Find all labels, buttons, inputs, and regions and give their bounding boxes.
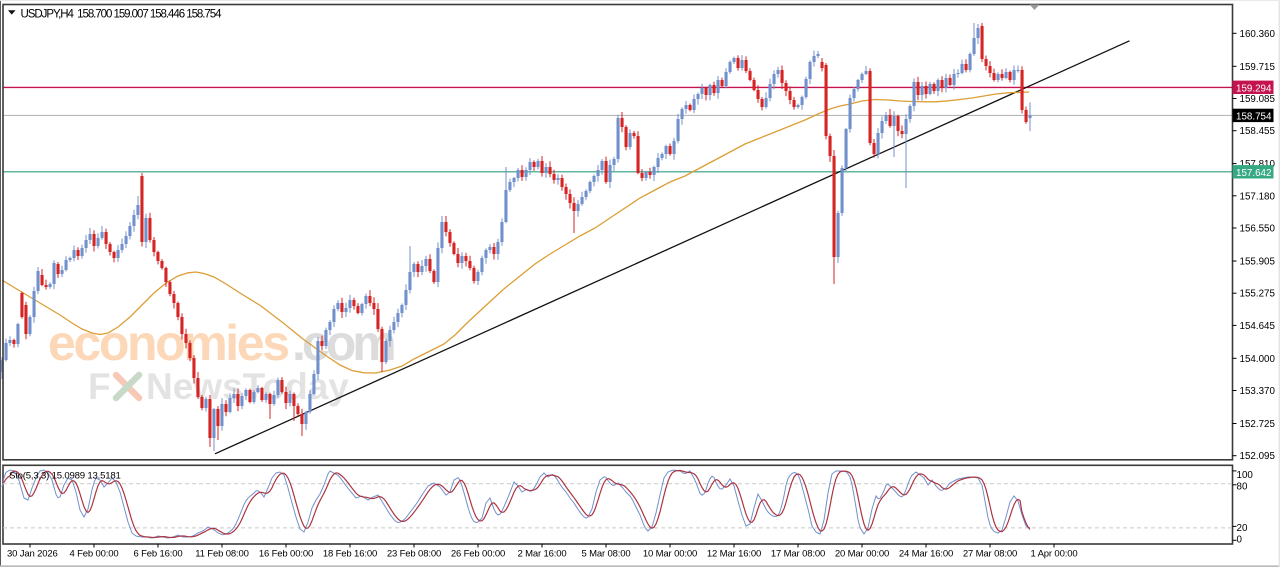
svg-text:30 Jan 2026: 30 Jan 2026: [7, 549, 58, 560]
svg-text:16 Feb 00:00: 16 Feb 00:00: [259, 549, 313, 560]
svg-text:152.725: 152.725: [1240, 419, 1276, 430]
svg-text:152.095: 152.095: [1240, 451, 1276, 462]
svg-text:economies: economies: [48, 315, 288, 371]
svg-text:6 Feb 16:00: 6 Feb 16:00: [133, 549, 182, 560]
svg-text:20: 20: [1237, 523, 1248, 534]
svg-text:159.294: 159.294: [1236, 83, 1272, 94]
svg-text:12 Mar 16:00: 12 Mar 16:00: [707, 549, 761, 560]
svg-text:159.715: 159.715: [1240, 62, 1276, 73]
svg-text:23 Feb 08:00: 23 Feb 08:00: [387, 549, 441, 560]
svg-text:1 Apr 00:00: 1 Apr 00:00: [1031, 549, 1078, 560]
svg-text:USDJPY,H4 158.700 159.007 158: USDJPY,H4 158.700 159.007 158.446 158.75…: [21, 9, 223, 21]
svg-text:159.085: 159.085: [1240, 94, 1276, 105]
svg-text:155.905: 155.905: [1240, 257, 1276, 268]
svg-text:155.275: 155.275: [1240, 289, 1276, 300]
svg-text:158.455: 158.455: [1240, 126, 1276, 137]
svg-text:154.000: 154.000: [1240, 354, 1276, 365]
svg-text:156.550: 156.550: [1240, 224, 1276, 235]
svg-text:2 Mar 16:00: 2 Mar 16:00: [517, 549, 566, 560]
svg-text:Sto(5,3,3) 15.0989 13.5181: Sto(5,3,3) 15.0989 13.5181: [9, 471, 121, 482]
svg-text:26 Feb 00:00: 26 Feb 00:00: [451, 549, 505, 560]
svg-text:24 Mar 16:00: 24 Mar 16:00: [899, 549, 953, 560]
svg-text:160.360: 160.360: [1240, 29, 1276, 40]
svg-text:157.180: 157.180: [1240, 191, 1276, 202]
svg-text:18 Feb 16:00: 18 Feb 16:00: [323, 549, 377, 560]
svg-text:80: 80: [1237, 482, 1248, 493]
svg-text:154.645: 154.645: [1240, 321, 1276, 332]
svg-text:157.642: 157.642: [1236, 168, 1271, 179]
svg-text:158.754: 158.754: [1236, 111, 1272, 122]
svg-text:4 Feb 00:00: 4 Feb 00:00: [69, 549, 118, 560]
svg-text:153.370: 153.370: [1240, 386, 1276, 397]
svg-text:157.810: 157.810: [1240, 159, 1276, 170]
svg-text:17 Mar 08:00: 17 Mar 08:00: [771, 549, 825, 560]
svg-text:100: 100: [1237, 470, 1254, 481]
svg-text:10 Mar 00:00: 10 Mar 00:00: [643, 549, 697, 560]
svg-text:0: 0: [1237, 534, 1243, 545]
svg-text:11 Feb 08:00: 11 Feb 08:00: [195, 549, 248, 560]
svg-text:F: F: [88, 366, 111, 407]
svg-text:20 Mar 00:00: 20 Mar 00:00: [835, 549, 889, 560]
svg-text:27 Mar 08:00: 27 Mar 08:00: [963, 549, 1017, 560]
svg-text:5 Mar 08:00: 5 Mar 08:00: [581, 549, 630, 560]
